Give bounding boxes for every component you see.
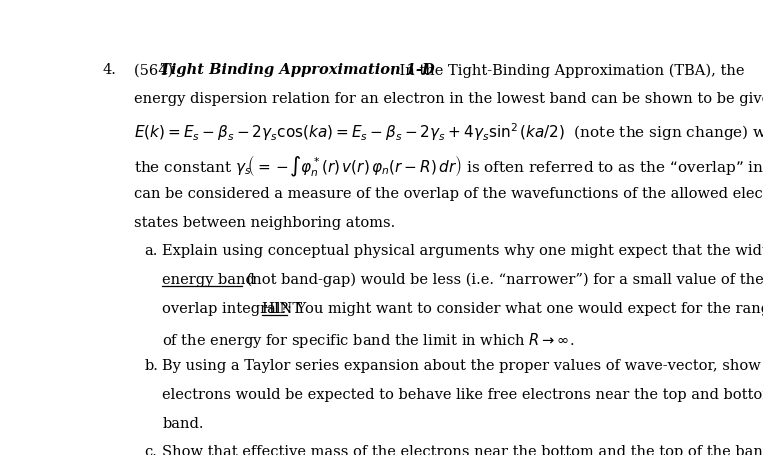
Text: overlap integral?: overlap integral? xyxy=(163,302,293,316)
Text: (564): (564) xyxy=(134,63,178,77)
Text: a.: a. xyxy=(144,244,158,258)
Text: HINT: HINT xyxy=(262,302,303,316)
Text: : In the Tight-Binding Approximation (TBA), the: : In the Tight-Binding Approximation (TB… xyxy=(390,63,745,78)
Text: Explain using conceptual physical arguments why one might expect that the width : Explain using conceptual physical argume… xyxy=(163,244,763,258)
Text: Tight Binding Approximation 1-D: Tight Binding Approximation 1-D xyxy=(160,63,435,77)
Text: the constant $\gamma_s\!\left(=-\!\int\varphi_n^*(r)\,v(r)\,\varphi_n(r-R)\,dr\r: the constant $\gamma_s\!\left(=-\!\int\v… xyxy=(134,154,763,179)
Text: 4.: 4. xyxy=(102,63,116,77)
Text: band.: band. xyxy=(163,417,204,431)
Text: : You might want to consider what one would expect for the range: : You might want to consider what one wo… xyxy=(287,302,763,316)
Text: electrons would be expected to behave like free electrons near the top and botto: electrons would be expected to behave li… xyxy=(163,388,763,402)
Text: c.: c. xyxy=(144,445,157,455)
Text: energy band: energy band xyxy=(163,273,255,287)
Text: (not band-gap) would be less (i.e. “narrower”) for a small value of the: (not band-gap) would be less (i.e. “narr… xyxy=(242,273,763,288)
Text: Show that effective mass of the electrons near the bottom and the top of the ban: Show that effective mass of the electron… xyxy=(163,445,763,455)
Text: b.: b. xyxy=(144,359,159,373)
Text: By using a Taylor series expansion about the proper values of wave-vector, show : By using a Taylor series expansion about… xyxy=(163,359,763,373)
Text: energy dispersion relation for an electron in the lowest band can be shown to be: energy dispersion relation for an electr… xyxy=(134,92,763,106)
Text: states between neighboring atoms.: states between neighboring atoms. xyxy=(134,216,395,230)
Text: of the energy for specific band the limit in which $R\to\infty$.: of the energy for specific band the limi… xyxy=(163,330,575,349)
Text: $E(k)=E_s-\beta_s-2\gamma_s\cos(ka)=E_s-\beta_s-2\gamma_s+4\gamma_s\sin^2(ka/2)$: $E(k)=E_s-\beta_s-2\gamma_s\cos(ka)=E_s-… xyxy=(134,121,763,142)
Text: can be considered a measure of the overlap of the wavefunctions of the allowed e: can be considered a measure of the overl… xyxy=(134,187,763,201)
